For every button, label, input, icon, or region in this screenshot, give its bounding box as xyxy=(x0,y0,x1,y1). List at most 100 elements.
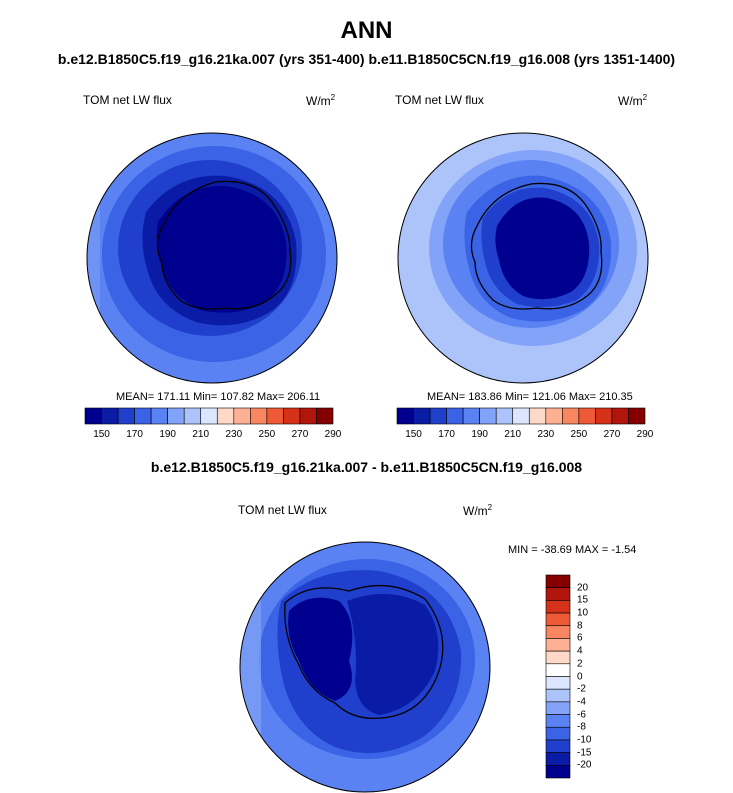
diff-colorbar-tick-label: 2 xyxy=(577,658,583,670)
panel1-colorbar-swatch xyxy=(316,407,334,425)
diff-colorbar-tick-label: 0 xyxy=(577,671,583,682)
panel2-colorbar-tick-label: 150 xyxy=(405,429,422,440)
panel1-colorbar-swatch xyxy=(266,407,284,425)
panel2-colorbar-tick-label: 170 xyxy=(438,429,455,440)
panel2-colorbar xyxy=(396,407,646,425)
figure-title: ANN xyxy=(340,17,393,44)
panel2-colorbar-swatch xyxy=(396,407,414,425)
panel2-colorbar-tick-label: 270 xyxy=(603,429,621,440)
diff-colorbar-swatch xyxy=(545,663,571,677)
panel1-coastline xyxy=(156,180,292,310)
panel2-stats: MEAN= 183.86 Min= 121.06 Max= 210.35 xyxy=(427,391,633,403)
diff-colorbar-swatch xyxy=(545,701,571,715)
panel2-colorbar-swatch xyxy=(611,407,629,425)
diff-colorbar-swatch xyxy=(545,574,571,588)
diff-colorbar-swatch xyxy=(545,714,571,728)
panel1-colorbar-swatch xyxy=(283,407,301,425)
panel2-colorbar-swatch xyxy=(429,407,447,425)
panel1-colorbar-swatch xyxy=(84,407,102,425)
diff-colorbar-swatch xyxy=(545,752,571,766)
panel2-colorbar-swatch xyxy=(495,407,514,425)
panel2-variable-label: TOM net LW flux xyxy=(395,93,484,107)
diff-colorbar-swatch xyxy=(545,612,571,627)
panel1-polar-map xyxy=(86,132,338,384)
panel2-colorbar-swatch xyxy=(528,407,547,425)
diff-colorbar-tick-label: -6 xyxy=(577,709,586,721)
panel2-colorbar-tick-label: 210 xyxy=(504,429,522,440)
panel2-colorbar-swatch xyxy=(462,407,480,425)
panel1-colorbar-swatch xyxy=(134,407,152,425)
diff-colorbar-tick-label: 4 xyxy=(577,645,583,657)
panel1-colorbar-swatch xyxy=(250,407,268,425)
panel2-colorbar-swatch xyxy=(446,407,464,425)
diff-colorbar-swatch xyxy=(545,726,571,741)
panel1-stats: MEAN= 171.11 Min= 107.82 Max= 206.11 xyxy=(116,391,321,403)
panel1-colorbar-tick-label: 170 xyxy=(126,429,143,440)
diff-colorbar-swatch xyxy=(545,625,571,639)
panel1-colorbar-tick-label: 210 xyxy=(192,429,210,440)
panel2-field-core xyxy=(495,197,590,300)
diff-field-edge xyxy=(240,571,261,751)
diff-colorbar-tick-label: 8 xyxy=(577,620,583,632)
panel2-coastline xyxy=(470,182,603,310)
panel2-colorbar-swatch xyxy=(595,407,613,425)
panel1-colorbar-swatch xyxy=(167,407,185,425)
panel1-field-edge xyxy=(87,133,100,383)
diff-field-minimum xyxy=(288,597,353,701)
panel2-colorbar-swatch xyxy=(628,407,646,425)
diff-colorbar-tick-label: 10 xyxy=(577,607,589,619)
panel2-polar-map xyxy=(397,132,649,384)
panel2-units: W/m2 xyxy=(618,93,648,108)
panel1-colorbar-swatch xyxy=(101,407,119,425)
diff-colorbar xyxy=(545,574,571,779)
diff-colorbar-tick-label: 20 xyxy=(577,582,589,594)
diff-colorbar-tick-label: 15 xyxy=(577,594,589,606)
panel2-colorbar-swatch xyxy=(479,407,497,425)
panel1-colorbar-tick-label: 270 xyxy=(291,429,309,440)
diff-colorbar-tick-label: -10 xyxy=(577,734,592,746)
panel1-map-border xyxy=(86,132,338,384)
panel1-colorbar-tick-label: 290 xyxy=(324,429,342,440)
panel1-colorbar-swatch xyxy=(150,407,168,425)
panel1-field-core xyxy=(156,185,287,313)
panel1-units: W/m2 xyxy=(306,93,336,108)
diff-colorbar-tick-label: -15 xyxy=(577,747,592,759)
panel1-colorbar xyxy=(84,407,334,425)
diff-colorbar-swatch xyxy=(545,688,571,703)
panel1-colorbar-swatch xyxy=(117,407,135,425)
diff-field-ring3 xyxy=(347,593,439,715)
diff-units: W/m2 xyxy=(463,503,493,518)
diff-colorbar-tick-label: -8 xyxy=(577,721,586,733)
diff-coastline xyxy=(284,584,444,720)
diff-colorbar-swatch xyxy=(545,600,571,614)
diff-colorbar-swatch xyxy=(545,650,571,665)
panel1-colorbar-swatch xyxy=(200,407,218,425)
diff-polar-map xyxy=(239,541,491,793)
panel2-colorbar-tick-label: 230 xyxy=(537,429,555,440)
diff-colorbar-swatch xyxy=(545,739,571,753)
panel1-colorbar-swatch xyxy=(216,407,235,425)
panel2-colorbar-tick-label: 290 xyxy=(636,429,654,440)
diff-colorbar-tick-label: -20 xyxy=(577,759,592,771)
panel1-colorbar-swatch xyxy=(183,407,202,425)
diff-colorbar-tick-label: -2 xyxy=(577,683,586,695)
panel2-colorbar-swatch xyxy=(562,407,580,425)
diff-colorbar-swatch xyxy=(545,676,571,690)
panel1-colorbar-swatch xyxy=(233,407,251,425)
panel2-colorbar-swatch xyxy=(578,407,596,425)
panel1-colorbar-tick-label: 150 xyxy=(93,429,110,440)
panel1-variable-label: TOM net LW flux xyxy=(83,93,172,107)
diff-colorbar-tick-label: -4 xyxy=(577,696,586,708)
diff-title: b.e12.B1850C5.f19_g16.21ka.007 - b.e11.B… xyxy=(150,459,583,475)
panel2-colorbar-swatch xyxy=(545,407,563,425)
diff-colorbar-swatch xyxy=(545,587,571,601)
panel1-colorbar-tick-label: 230 xyxy=(225,429,243,440)
panel2-colorbar-swatch xyxy=(413,407,431,425)
figure-subtitle: b.e12.B1850C5.f19_g16.21ka.007 (yrs 351-… xyxy=(57,51,676,67)
panel2-colorbar-tick-label: 250 xyxy=(570,429,588,440)
panel1-colorbar-swatch xyxy=(299,407,317,425)
panel1-colorbar-tick-label: 190 xyxy=(159,429,176,440)
diff-stats: MIN = -38.69 MAX = -1.54 xyxy=(508,544,637,556)
diff-colorbar-swatch xyxy=(545,638,571,652)
panel2-colorbar-swatch xyxy=(512,407,530,425)
